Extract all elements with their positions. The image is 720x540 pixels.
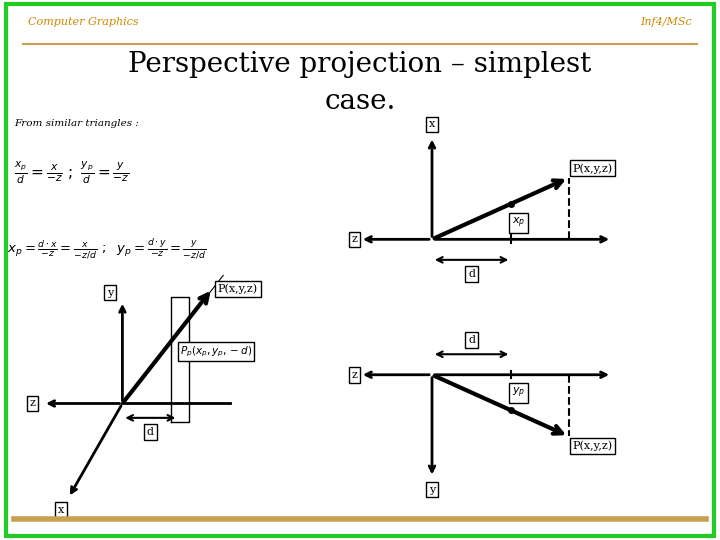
Text: d: d	[468, 335, 475, 345]
Text: case.: case.	[324, 88, 396, 116]
Text: x: x	[429, 119, 435, 130]
Text: z: z	[351, 370, 358, 380]
Text: $\frac{x_p}{d} = \frac{x}{-z}$$\ ;\ $$\frac{y_p}{d} = \frac{y}{-z}$: $\frac{x_p}{d} = \frac{x}{-z}$$\ ;\ $$\f…	[14, 159, 130, 186]
Text: Computer Graphics: Computer Graphics	[28, 17, 139, 27]
Text: Perspective projection – simplest: Perspective projection – simplest	[128, 51, 592, 78]
Text: Inf4/MSc: Inf4/MSc	[640, 17, 692, 27]
Text: $P_p(x_p,y_p,-d)$: $P_p(x_p,y_p,-d)$	[180, 344, 253, 359]
Text: P(x,y,z): P(x,y,z)	[572, 163, 613, 174]
Text: $x_p$: $x_p$	[512, 215, 525, 230]
Text: z: z	[30, 399, 35, 408]
Text: y: y	[429, 485, 435, 495]
Text: $y_p$: $y_p$	[512, 386, 525, 401]
Text: From similar triangles :: From similar triangles :	[14, 119, 139, 129]
Text: $x_p = \frac{d \cdot x}{-z} = \frac{x}{-z/d}$$\ ;\ \ $$y_p = \frac{d \cdot y}{-z: $x_p = \frac{d \cdot x}{-z} = \frac{x}{-…	[7, 236, 207, 260]
Text: y: y	[107, 288, 113, 298]
Text: d: d	[468, 269, 475, 279]
Text: P(x,y,z): P(x,y,z)	[572, 441, 613, 451]
Text: z: z	[351, 234, 358, 244]
Text: d: d	[147, 427, 154, 437]
Text: x: x	[58, 505, 64, 515]
Text: P(x,y,z): P(x,y,z)	[218, 284, 258, 294]
